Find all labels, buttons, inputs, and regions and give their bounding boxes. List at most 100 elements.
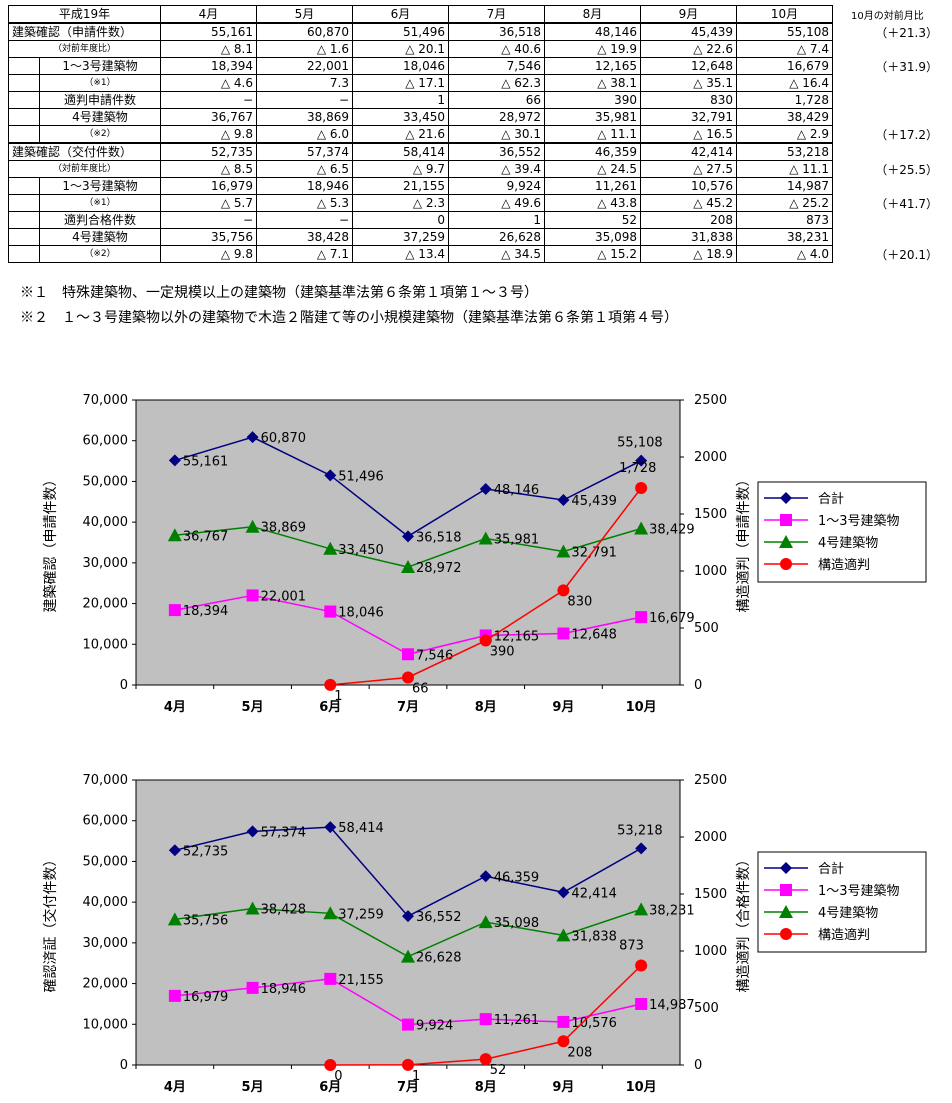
table-cell: 35,756: [160, 228, 257, 246]
data-label: 51,496: [338, 469, 384, 484]
table-cell: △ 38.1: [544, 74, 641, 92]
data-label: 36,767: [183, 529, 229, 544]
table-cell: △ 6.0: [256, 125, 353, 144]
x-tick-label: 9月: [552, 700, 574, 715]
table-cell: 16,979: [160, 177, 257, 195]
table-cell: 66: [448, 91, 545, 109]
data-point: [634, 902, 649, 916]
table-cell: 1: [448, 211, 545, 229]
table-cell: △ 45.2: [640, 194, 737, 212]
y-tick-label: 0: [120, 1058, 128, 1073]
data-point: [479, 870, 492, 883]
table-cell: △ 16.4: [736, 74, 833, 92]
table-cell: △ 5.7: [160, 194, 257, 212]
row-label: 建築確認（交付件数）: [8, 142, 161, 161]
data-point: [168, 989, 181, 1002]
data-label: 873: [619, 938, 644, 953]
table-cell: 38,428: [256, 228, 353, 246]
table-cell: −: [256, 91, 353, 109]
data-label: 12,165: [494, 629, 540, 644]
y2-tick-label: 1000: [694, 564, 727, 579]
data-label: 1: [334, 689, 342, 704]
data-point: [478, 915, 493, 929]
footnote-2: ※２ １～３号建築物以外の建築物で木造２階建て等の小規模建築物（建築基準法第６条…: [20, 310, 678, 326]
table-cell: △ 7.1: [256, 245, 353, 263]
data-point: [324, 821, 337, 834]
table-cell: 873: [736, 211, 833, 229]
data-label: 21,155: [338, 973, 384, 988]
month-ratio: （＋41.7）: [875, 197, 938, 211]
y2-axis-label: 構造適判（申請件数）: [735, 473, 752, 613]
data-label: 35,756: [183, 913, 229, 928]
x-tick-label: 8月: [475, 700, 497, 715]
data-point: [324, 1059, 337, 1071]
table-cell: 390: [544, 91, 641, 109]
data-point: [323, 541, 338, 555]
data-point: [168, 604, 181, 617]
data-point: [245, 901, 260, 915]
row-label: 適判申請件数: [8, 91, 161, 109]
table-cell: △ 35.1: [640, 74, 737, 92]
data-label: 35,981: [494, 533, 540, 548]
table-cell: 38,869: [256, 108, 353, 126]
table-cell: 28,972: [448, 108, 545, 126]
y2-tick-label: 1500: [694, 507, 727, 522]
data-label: 9,924: [416, 1019, 453, 1034]
table-cell: 1: [352, 91, 449, 109]
table-cell: −: [160, 211, 257, 229]
table-cell: 38,231: [736, 228, 833, 246]
row-label: （※2）: [8, 125, 161, 144]
table-cell: △ 62.3: [448, 74, 545, 92]
data-label: 66: [412, 681, 429, 696]
legend-label: 構造適判: [818, 557, 870, 573]
data-point: [557, 1015, 570, 1028]
data-point: [479, 1013, 492, 1026]
legend-label: 合計: [818, 491, 844, 507]
table-cell: △ 30.1: [448, 125, 545, 144]
data-label: 14,987: [649, 998, 695, 1013]
y-tick-label: 60,000: [83, 814, 129, 829]
data-point: [401, 560, 415, 574]
data-label: 33,450: [338, 543, 384, 558]
data-label: 7,546: [416, 648, 453, 663]
y-axis-label: 確認済証（交付件数）: [42, 853, 59, 993]
data-label: 37,259: [338, 907, 384, 922]
table-cell: △ 22.6: [640, 40, 737, 58]
row-label: 4号建築物: [8, 228, 161, 246]
table-cell: △ 34.5: [448, 245, 545, 263]
data-point: [635, 482, 648, 495]
x-tick-label: 5月: [242, 1080, 264, 1095]
data-label: 12,648: [571, 628, 617, 643]
table-cell: △ 18.9: [640, 245, 737, 263]
data-label: 1: [412, 1069, 420, 1084]
table-cell: △ 24.5: [544, 160, 641, 178]
data-point: [556, 928, 571, 942]
table-cell: △ 11.1: [736, 160, 833, 178]
data-label: 11,261: [494, 1013, 540, 1028]
table-cell: 830: [640, 91, 737, 109]
data-label: 36,518: [416, 530, 462, 545]
data-label: 830: [567, 594, 592, 609]
data-label: 52,735: [183, 844, 229, 859]
y-tick-label: 30,000: [83, 556, 129, 571]
table-cell: △ 17.1: [352, 74, 449, 92]
y2-tick-label: 1000: [694, 944, 727, 959]
legend-label: 1～3号建築物: [818, 514, 900, 529]
table-cell: 35,098: [544, 228, 641, 246]
data-point: [557, 627, 570, 640]
table-cell: 1,728: [736, 91, 833, 109]
data-label: 18,046: [338, 606, 384, 621]
x-tick-label: 8月: [475, 1080, 497, 1095]
data-label: 0: [334, 1069, 342, 1084]
data-point: [635, 611, 648, 624]
data-label: 55,161: [183, 454, 229, 469]
data-point: [479, 634, 492, 647]
y2-tick-label: 1500: [694, 887, 727, 902]
month-ratio: （＋17.2）: [875, 128, 938, 142]
y2-tick-label: 500: [694, 621, 719, 636]
data-label: 18,946: [261, 982, 307, 997]
table-cell: △ 20.1: [352, 40, 449, 58]
table-header-year: 平成19年: [8, 5, 161, 24]
data-label: 16,679: [649, 611, 695, 626]
table-cell: 9,924: [448, 177, 545, 195]
